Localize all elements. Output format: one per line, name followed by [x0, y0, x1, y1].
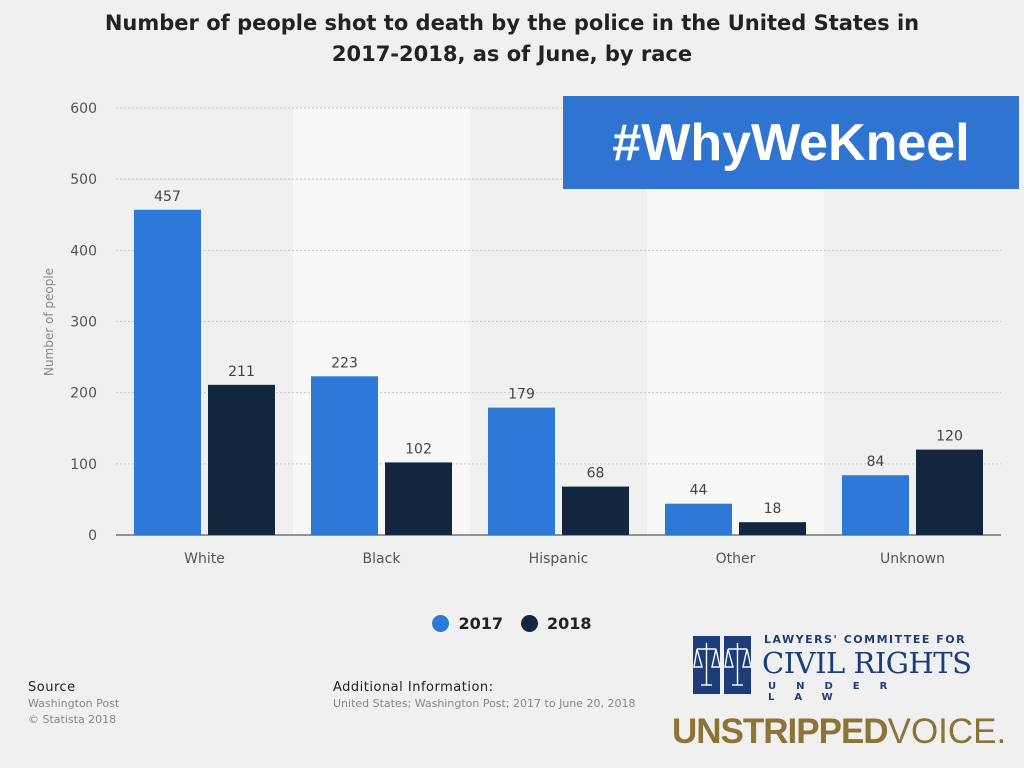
civil-rights-text: CIVIL RIGHTS: [762, 646, 972, 680]
legend-label-2018: 2018: [547, 614, 592, 633]
x-tick-label-other: Other: [716, 551, 756, 567]
additional-info-block: Additional Information: United States; W…: [333, 680, 636, 712]
x-tick-label-white: White: [184, 551, 225, 567]
legend-item-2017[interactable]: 2017: [432, 614, 503, 633]
bar-hispanic-2017[interactable]: [488, 407, 555, 535]
x-tick-label-black: Black: [363, 551, 402, 567]
y-axis-ticks: 0 100 200 300 400 500 600: [70, 101, 97, 544]
source-block: Source Washington Post © Statista 2018: [28, 680, 119, 728]
chart-title-line-1: Number of people shot to death by the po…: [104, 11, 920, 35]
data-label-black-2018: 102: [405, 441, 432, 457]
additional-info-text: United States; Washington Post; 2017 to …: [333, 697, 636, 710]
data-label-hispanic-2018: 68: [587, 466, 605, 482]
x-tick-label-unknown: Unknown: [880, 551, 945, 567]
data-label-white-2017: 457: [154, 189, 181, 205]
data-label-unknown-2017: 84: [867, 454, 885, 470]
data-label-other-2017: 44: [690, 483, 708, 499]
y-tick-label-300: 300: [70, 315, 97, 331]
y-tick-label-0: 0: [88, 528, 97, 544]
data-label-hispanic-2017: 179: [508, 387, 535, 403]
bar-black-2017[interactable]: [311, 376, 378, 535]
legend-item-2018[interactable]: 2018: [521, 614, 592, 633]
y-tick-label-600: 600: [70, 101, 97, 117]
y-tick-label-400: 400: [70, 243, 97, 259]
bar-unknown-2017[interactable]: [842, 475, 909, 535]
bar-white-2018[interactable]: [208, 384, 275, 535]
source-heading: Source: [28, 680, 76, 695]
x-tick-label-hispanic: Hispanic: [529, 551, 589, 567]
hashtag-banner: #WhyWeKneel: [563, 96, 1019, 189]
bar-unknown-2018[interactable]: [916, 449, 983, 535]
legend: 2017 2018: [0, 614, 1024, 633]
unstripped-voice-light: VOICE.: [887, 712, 1007, 751]
bar-other-2017[interactable]: [665, 503, 732, 535]
bar-chart: 0 100 200 300 400 500 600 457 211 223 102 179 68 44 1…: [42, 101, 1001, 567]
additional-info-heading[interactable]: Additional Information:: [333, 680, 494, 695]
bar-hispanic-2018[interactable]: [562, 486, 629, 535]
bar-white-2017[interactable]: [134, 209, 201, 536]
legend-swatch-2017: [432, 615, 450, 632]
source-link[interactable]: Washington Post: [28, 697, 120, 710]
y-tick-label-500: 500: [70, 172, 97, 188]
lawyers-committee-top-text: LAWYERS' COMMITTEE FOR: [764, 633, 967, 646]
chart-title-line-2: 2017-2018, as of June, by race: [331, 42, 693, 66]
under-law-text: UNDER LAW: [768, 681, 908, 703]
bar-other-2018[interactable]: [739, 522, 806, 535]
data-label-unknown-2018: 120: [936, 429, 963, 445]
y-tick-label-200: 200: [70, 386, 97, 402]
bar-black-2018[interactable]: [385, 462, 452, 535]
data-label-white-2018: 211: [228, 364, 255, 380]
hashtag-text: #WhyWeKneel: [612, 113, 970, 172]
data-label-black-2017: 223: [331, 355, 358, 371]
legend-swatch-2018: [521, 615, 538, 632]
lawyers-committee-logo: LAWYERS' COMMITTEE FOR CIVIL RIGHTS UNDE…: [692, 633, 982, 703]
unstripped-voice-logo: UNSTRIPPEDVOICE.: [672, 712, 1006, 752]
bars: 457 211 223 102 179 68 44 18 84 120: [134, 189, 983, 536]
chart-title: Number of people shot to death by the po…: [0, 8, 1024, 70]
unstripped-voice-bold: UNSTRIPPED: [672, 712, 889, 751]
y-tick-label-100: 100: [70, 457, 97, 473]
copyright-link[interactable]: © Statista 2018: [28, 713, 117, 726]
legend-label-2017: 2017: [458, 614, 503, 633]
scales-of-justice-icon: [693, 636, 752, 694]
x-axis-ticks: White Black Hispanic Other Unknown: [184, 551, 945, 567]
data-label-other-2018: 18: [764, 501, 782, 517]
y-axis-label: Number of people: [42, 268, 56, 376]
